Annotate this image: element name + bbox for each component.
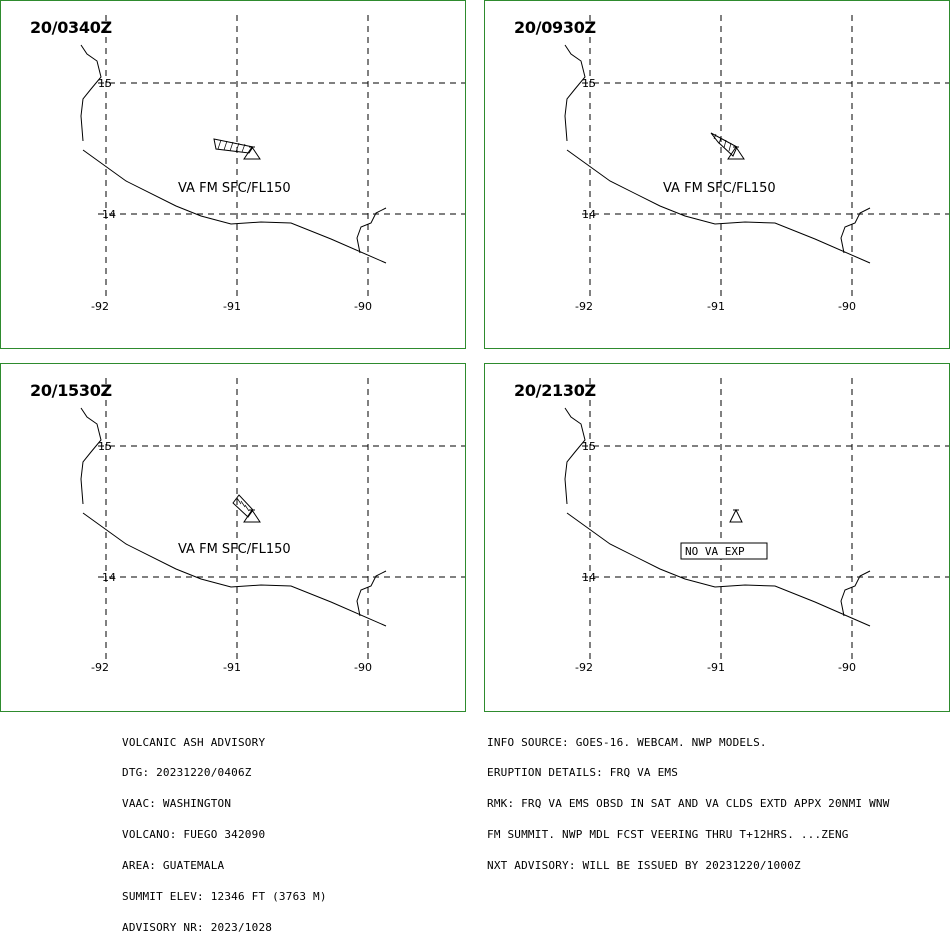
coastline xyxy=(564,407,871,627)
lon-label-92: -92 xyxy=(575,661,593,674)
lon-label-91: -91 xyxy=(223,661,241,674)
valid-time-label: 20/1530Z xyxy=(30,381,112,400)
lon-label-92: -92 xyxy=(91,661,109,674)
lon-label-91: -91 xyxy=(223,300,241,313)
map-panel-4: NO VA EXP 15 14 -92 -91 -90 20/2130Z xyxy=(484,363,950,712)
va-label: VA FM SFC/FL150 xyxy=(178,542,291,557)
va-label: VA FM SFC/FL150 xyxy=(663,181,776,196)
map-graphic: VA FM SFC/FL150 15 14 -92 -91 -90 xyxy=(80,15,465,313)
advisory-details-block: INFO SOURCE: GOES-16. WEBCAM. NWP MODELS… xyxy=(487,717,890,882)
advisory-remarks-2: FM SUMMIT. NWP MDL FCST VEERING THRU T+1… xyxy=(487,828,849,842)
volcano-symbol xyxy=(243,509,261,523)
lon-label-91: -91 xyxy=(707,661,725,674)
ash-area-symbol xyxy=(710,132,738,157)
lat-label-14: 14 xyxy=(102,208,116,221)
map-panel-3: VA FM SFC/FL150 15 14 -92 -91 -90 20/153… xyxy=(0,363,466,712)
lon-label-92: -92 xyxy=(575,300,593,313)
advisory-area: AREA: GUATEMALA xyxy=(122,859,225,873)
map-graphic: NO VA EXP 15 14 -92 -91 -90 xyxy=(564,378,949,674)
lon-label-90: -90 xyxy=(838,300,856,313)
advisory-header-block: VOLCANIC ASH ADVISORY DTG: 20231220/0406… xyxy=(122,717,327,944)
map-panel-2: VA FM SFC/FL150 15 14 -92 -91 -90 20/093… xyxy=(484,0,950,349)
ash-area-symbol xyxy=(213,138,254,154)
volcano-symbol xyxy=(729,508,743,523)
valid-time-label: 20/0340Z xyxy=(30,18,112,37)
ash-area-symbol xyxy=(232,494,254,518)
lat-label-14: 14 xyxy=(582,208,596,221)
advisory-vaac: VAAC: WASHINGTON xyxy=(122,797,232,811)
coastline xyxy=(80,407,387,627)
lat-label-15: 15 xyxy=(98,440,112,453)
va-label: NO VA EXP xyxy=(685,545,745,558)
coastline xyxy=(80,44,387,264)
lon-label-90: -90 xyxy=(838,661,856,674)
advisory-info-source: INFO SOURCE: GOES-16. WEBCAM. NWP MODELS… xyxy=(487,735,767,749)
no-va-box xyxy=(680,542,768,560)
advisory-dtg: DTG: 20231220/0406Z xyxy=(122,766,252,780)
map-graphic: VA FM SFC/FL150 15 14 -92 -91 -90 xyxy=(80,378,465,674)
lat-label-14: 14 xyxy=(582,571,596,584)
valid-time-label: 20/2130Z xyxy=(514,381,596,400)
advisory-title: VOLCANIC ASH ADVISORY xyxy=(122,735,266,749)
lon-label-90: -90 xyxy=(354,661,372,674)
advisory-summit-elev: SUMMIT ELEV: 12346 FT (3763 M) xyxy=(122,890,327,904)
advisory-remarks-1: RMK: FRQ VA EMS OBSD IN SAT AND VA CLDS … xyxy=(487,797,890,811)
advisory-next: NXT ADVISORY: WILL BE ISSUED BY 20231220… xyxy=(487,859,801,873)
advisory-volcano: VOLCANO: FUEGO 342090 xyxy=(122,828,266,842)
gridlines xyxy=(582,378,949,660)
lon-label-92: -92 xyxy=(91,300,109,313)
advisory-eruption-details: ERUPTION DETAILS: FRQ VA EMS xyxy=(487,766,679,780)
lat-label-15: 15 xyxy=(582,77,596,90)
map-graphic: VA FM SFC/FL150 15 14 -92 -91 -90 xyxy=(564,15,949,313)
lat-label-15: 15 xyxy=(582,440,596,453)
valid-time-label: 20/0930Z xyxy=(514,18,596,37)
gridlines xyxy=(98,15,465,297)
lon-label-91: -91 xyxy=(707,300,725,313)
lon-label-90: -90 xyxy=(354,300,372,313)
advisory-number: ADVISORY NR: 2023/1028 xyxy=(122,920,273,934)
coastline xyxy=(564,44,871,264)
lat-label-14: 14 xyxy=(102,571,116,584)
gridlines xyxy=(582,15,949,297)
lat-label-15: 15 xyxy=(98,77,112,90)
map-panel-1: VA FM SFC/FL150 15 14 -92 -91 -90 20/034… xyxy=(0,0,466,349)
gridlines xyxy=(98,378,465,660)
va-label: VA FM SFC/FL150 xyxy=(178,181,291,196)
